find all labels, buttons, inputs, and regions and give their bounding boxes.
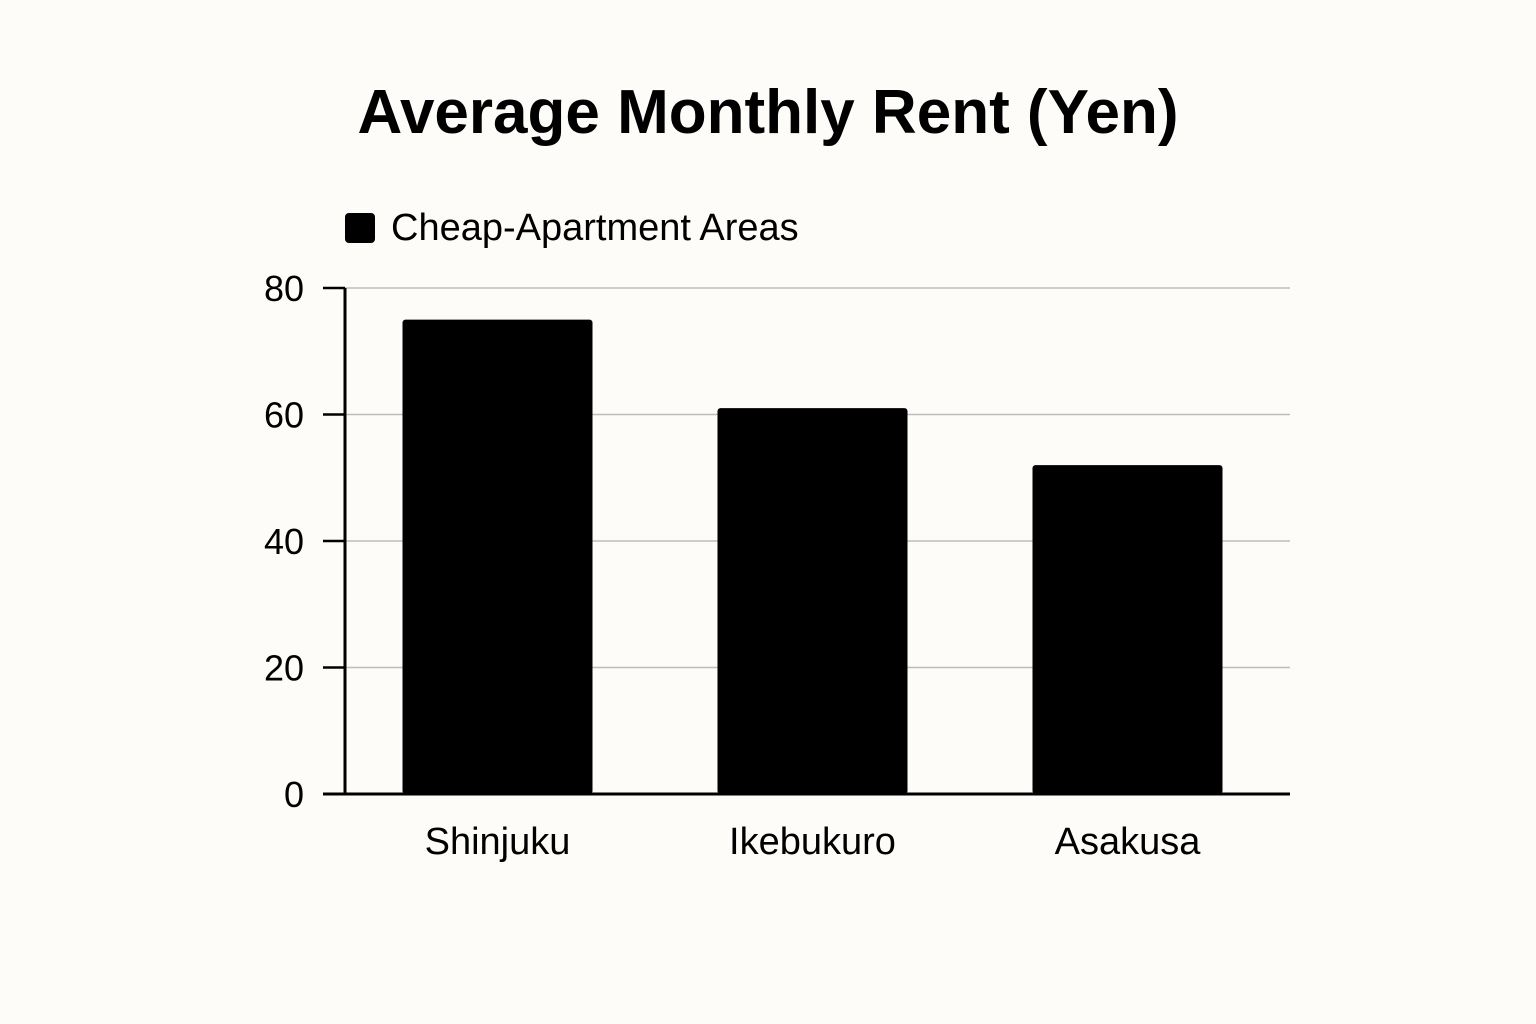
legend-swatch [345,213,375,243]
chart-title: Average Monthly Rent (Yen) [357,78,1179,147]
legend-label: Cheap-Apartment Areas [391,207,799,249]
y-tick-label: 0 [284,774,304,815]
bar-ikebukuro [717,408,908,794]
x-tick-label: Ikebukuro [729,821,896,863]
y-tick-label: 60 [264,395,304,436]
bar-asakusa [1032,465,1223,794]
bar-shinjuku [402,319,593,794]
y-tick-label: 40 [264,521,304,562]
legend: Cheap-Apartment Areas [345,206,799,250]
y-tick-label: 20 [264,648,304,689]
y-tick-label: 80 [264,268,304,309]
x-tick-label: Shinjuku [425,821,571,863]
x-tick-label: Asakusa [1055,821,1202,863]
